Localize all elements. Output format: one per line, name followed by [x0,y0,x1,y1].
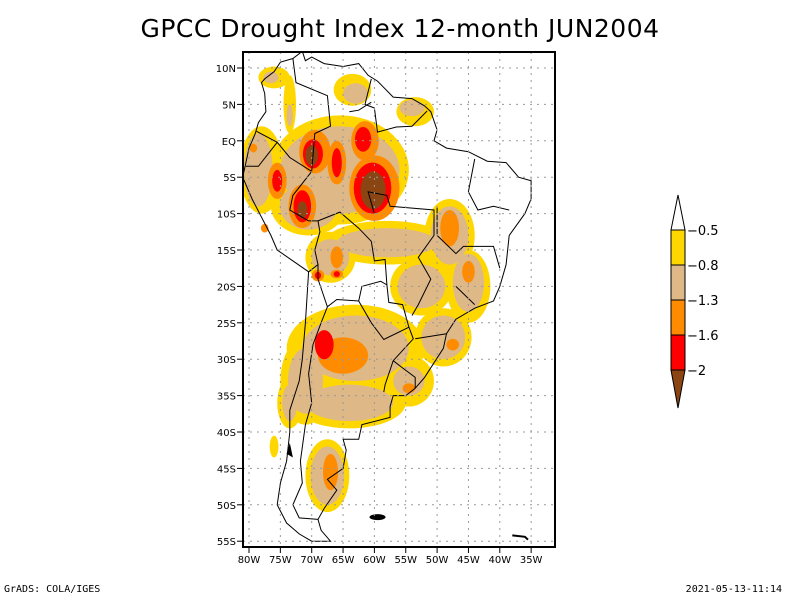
colorbar-lower-triangle [671,370,685,408]
drought-region-c2 [287,104,293,126]
lat-tick-label: 5S [223,173,236,184]
lat-tick-label: 10S [217,210,236,221]
colorbar-upper-triangle [671,195,685,230]
lon-tick-label: 50W [426,555,449,566]
south-georgia-island [512,535,528,539]
colorbar-level-label: −1.3 [687,294,719,309]
lat-tick-label: 50S [217,501,236,512]
lat-tick-label: 5N [222,100,236,111]
lon-tick-label: 45W [457,555,480,566]
lon-tick-label: 75W [269,555,292,566]
drought-region-c4 [332,148,342,177]
drought-region-c3 [462,261,475,283]
lat-tick-label: 35S [217,392,236,403]
lon-tick-label: 70W [300,555,323,566]
lat-axis: 10N 5N EQ 5S 10S 15S 20S 25S 30S 35S 40S 45S 50S 55S [216,64,243,548]
country-border [468,159,509,210]
lon-tick-label: 65W [332,555,355,566]
drought-region-c2 [343,83,368,103]
drought-region-c2 [244,134,273,207]
drought-region-c3 [403,383,416,393]
footer-timestamp: 2021-05-13-11:14 [686,584,782,595]
drought-region-c2 [263,72,278,84]
drought-region-c4 [355,127,371,152]
colorbar-level-label: −2 [687,364,706,379]
drought-region-below [361,171,386,209]
drought-region-below [297,201,307,218]
colorbar-level-label: −0.8 [687,259,719,274]
colorbar-segment [671,230,685,265]
lon-tick-label: 40W [488,555,511,566]
colorbar-segment [671,335,685,370]
lon-tick-label: 35W [520,555,543,566]
lat-tick-label: 45S [217,464,236,475]
lat-tick-label: 10N [216,64,236,75]
lon-axis: 80W 75W 70W 65W 60W 55W 50W 45W 40W 35W [238,547,543,566]
drought-region-below [305,145,318,165]
drought-region-c3 [447,339,460,351]
lat-tick-label: 15S [217,246,236,257]
lat-tick-label: 40S [217,428,236,439]
drought-region-c3 [323,454,338,490]
drought-region-c2 [305,385,393,421]
lat-tick-label: 20S [217,282,236,293]
lon-tick-label: 55W [394,555,417,566]
lat-tick-label: 55S [217,537,236,548]
lon-tick-label: 60W [363,555,386,566]
colorbar-level-label: −0.5 [687,224,719,239]
colorbar-segment [671,300,685,335]
drought-shading [240,67,491,513]
drought-region-c2 [421,316,465,360]
drought-region-c2 [399,100,424,116]
lat-tick-label: 30S [217,355,236,366]
lat-tick-label: 25S [217,319,236,330]
map-figure: 10N5NEQ5S10S15S20S25S30S35S40S45S50S55S … [0,0,800,600]
drought-region-c4 [334,271,340,277]
lon-tick-label: 80W [238,555,261,566]
footer-credit: GrADS: COLA/IGES [4,584,100,595]
drought-region-c1 [270,436,279,458]
drought-region-c4 [272,170,282,192]
falkland-islands [370,514,386,520]
lat-tick-label: EQ [222,137,236,148]
colorbar-legend: −0.5 −0.8 −1.3 −1.6 −2 [671,195,719,408]
colorbar-level-label: −1.6 [687,329,719,344]
colorbar-segment [671,265,685,300]
drought-region-c4 [315,330,334,359]
